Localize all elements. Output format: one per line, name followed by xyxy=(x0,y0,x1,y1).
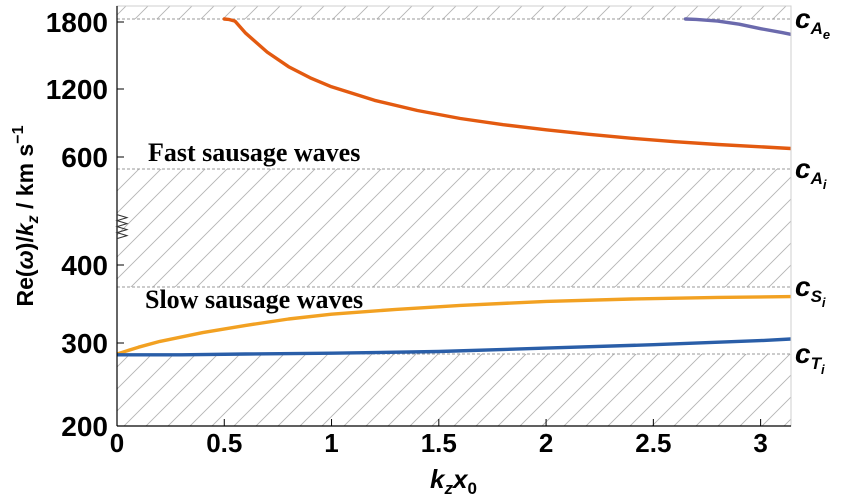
hatched-regions xyxy=(117,6,791,426)
y-label-omega: ω xyxy=(12,250,38,269)
speed-label-base: c xyxy=(795,338,811,369)
x-tick-label-1: 0.5 xyxy=(206,428,242,458)
x-label-x: x xyxy=(451,464,469,494)
speed-label-subsub: e xyxy=(823,27,830,42)
speed-label-base: c xyxy=(795,3,811,34)
x-tick-label-5: 2.5 xyxy=(635,428,671,458)
speed-label-cTi: cTi xyxy=(795,338,825,377)
series-fast-sausage-mode-1 xyxy=(222,17,791,151)
x-ticks: 0 0.5 1 1.5 2 2.5 3 xyxy=(110,419,768,458)
annotation-slow-sausage: Slow sausage waves xyxy=(145,285,363,314)
series-slow-sausage-lower xyxy=(117,337,791,357)
y-tick-label-5: 1800 xyxy=(46,7,108,38)
y-tick-label-3: 600 xyxy=(61,142,108,173)
speed-label-sub: S xyxy=(811,287,823,306)
x-label-xsub: 0 xyxy=(467,479,476,497)
hatched-band-0 xyxy=(117,6,791,19)
y-label-k: k xyxy=(12,222,38,236)
x-axis-label: kzx0 xyxy=(430,464,477,497)
speed-label-subsub: i xyxy=(821,362,825,377)
speed-label-sub: A xyxy=(810,19,823,38)
y-tick-label-0: 200 xyxy=(61,411,108,442)
y-label-ksub: z xyxy=(25,215,42,224)
x-tick-label-6: 3 xyxy=(753,428,767,458)
y-tick-label-1: 300 xyxy=(61,328,108,359)
y-label-prefix: Re( xyxy=(12,269,38,306)
speed-label-subsub: i xyxy=(823,177,827,192)
y-label-mid: )/ xyxy=(12,236,38,251)
y-tick-label-2: 400 xyxy=(61,250,108,281)
speed-label-sub: T xyxy=(811,354,823,373)
speed-label-base: c xyxy=(795,271,811,302)
x-tick-label-0: 0 xyxy=(110,428,124,458)
y-label-units: / km s xyxy=(12,144,38,216)
series-slow-sausage-upper xyxy=(117,294,791,356)
speed-label-cAe: cAe xyxy=(795,3,830,42)
series-layer xyxy=(117,17,791,357)
x-label-k: k xyxy=(430,464,446,494)
speed-label-sub: A xyxy=(810,169,823,188)
speed-label-base: c xyxy=(795,153,811,184)
axis-break-zigzag xyxy=(115,214,129,240)
speed-label-cSi: cSi xyxy=(795,271,826,310)
x-tick-label-3: 1.5 xyxy=(421,428,457,458)
x-label-ksub: z xyxy=(443,479,453,497)
x-tick-label-2: 1 xyxy=(324,428,338,458)
hatched-band-2 xyxy=(117,354,791,426)
speed-label-cAi: cAi xyxy=(795,153,827,192)
annotation-fast-sausage: Fast sausage waves xyxy=(148,138,360,167)
hatched-band-1 xyxy=(117,169,791,287)
x-tick-label-4: 2 xyxy=(539,428,553,458)
y-ticks: 200 300 400 600 1200 1800 xyxy=(46,7,124,442)
y-axis-label: Re(ω)/kz / km s−1 xyxy=(10,125,42,306)
series-fast-sausage-mode-2 xyxy=(683,17,791,36)
y-label-exp: −1 xyxy=(10,125,27,143)
y-tick-label-4: 1200 xyxy=(46,74,108,105)
speed-label-subsub: i xyxy=(822,295,826,310)
